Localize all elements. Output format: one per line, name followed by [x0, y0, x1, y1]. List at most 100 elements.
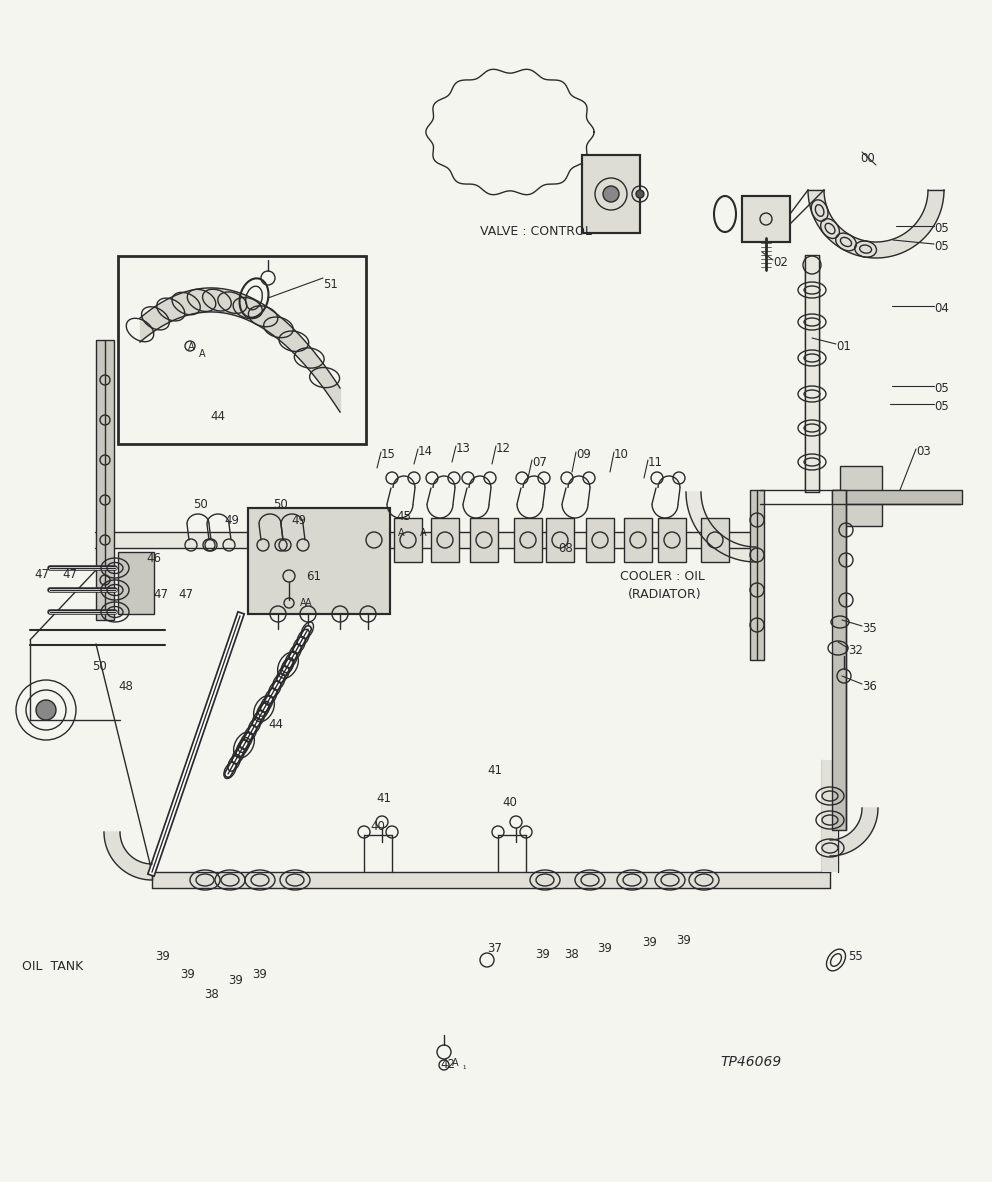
Bar: [546, 518, 574, 561]
Text: 39: 39: [535, 948, 550, 961]
Bar: [750, 491, 764, 660]
Text: 32: 32: [848, 644, 863, 657]
Polygon shape: [808, 190, 944, 258]
Text: 39: 39: [642, 936, 657, 949]
Text: 12: 12: [496, 442, 511, 455]
Bar: [431, 518, 459, 561]
Text: COOLER : OIL: COOLER : OIL: [620, 570, 705, 583]
Text: 39: 39: [597, 942, 612, 955]
Text: 39: 39: [676, 934, 690, 947]
Text: 05: 05: [934, 400, 948, 413]
Bar: [582, 155, 640, 233]
Bar: [248, 508, 390, 613]
Text: 05: 05: [934, 222, 948, 235]
Text: 00: 00: [860, 152, 875, 165]
Text: 50: 50: [193, 498, 207, 511]
Bar: [742, 196, 790, 242]
Bar: [658, 518, 686, 561]
Text: 02: 02: [773, 256, 788, 269]
Text: 14: 14: [418, 444, 433, 457]
Bar: [805, 255, 819, 492]
Text: TP46069: TP46069: [720, 1056, 782, 1069]
Text: A: A: [300, 598, 307, 608]
Text: 49: 49: [291, 514, 306, 527]
Circle shape: [603, 186, 619, 202]
Text: 04: 04: [934, 301, 949, 314]
Text: A: A: [188, 342, 194, 352]
Text: 41: 41: [376, 792, 391, 805]
Text: 38: 38: [564, 948, 578, 961]
Text: 39: 39: [155, 950, 170, 963]
Text: 40: 40: [370, 820, 385, 833]
Bar: [394, 518, 422, 561]
Bar: [118, 552, 154, 613]
Text: 50: 50: [273, 498, 288, 511]
Text: 05: 05: [934, 382, 948, 395]
Circle shape: [36, 700, 56, 720]
Text: 45: 45: [396, 509, 411, 522]
Text: 47: 47: [153, 587, 168, 600]
Text: VALVE : CONTROL: VALVE : CONTROL: [480, 225, 592, 238]
Text: 01: 01: [836, 340, 851, 353]
Text: ₁: ₁: [462, 1061, 465, 1071]
Bar: [514, 518, 542, 561]
Bar: [742, 196, 790, 242]
Bar: [832, 491, 846, 830]
Text: (RADIATOR): (RADIATOR): [628, 587, 701, 600]
Text: 39: 39: [180, 968, 194, 981]
Text: 44: 44: [210, 410, 225, 423]
Text: 40: 40: [502, 795, 517, 808]
Text: 47: 47: [62, 569, 77, 582]
Text: 37: 37: [487, 942, 502, 955]
Text: 55: 55: [848, 950, 863, 963]
Polygon shape: [152, 872, 830, 888]
Text: 10: 10: [614, 448, 629, 461]
Text: 07: 07: [532, 456, 547, 469]
Text: 39: 39: [228, 974, 243, 987]
Bar: [582, 155, 640, 233]
Text: 36: 36: [862, 680, 877, 693]
Bar: [470, 518, 498, 561]
Text: 44: 44: [268, 717, 283, 730]
Bar: [624, 518, 652, 561]
Text: 49: 49: [224, 514, 239, 527]
Text: 08: 08: [558, 543, 572, 556]
Bar: [701, 518, 729, 561]
Text: 03: 03: [916, 444, 930, 457]
Polygon shape: [95, 532, 760, 548]
Bar: [840, 466, 882, 526]
Text: 47: 47: [178, 587, 193, 600]
Text: 05: 05: [934, 240, 948, 253]
Text: 50: 50: [92, 660, 107, 673]
Polygon shape: [830, 808, 878, 856]
Text: 61: 61: [306, 570, 321, 583]
Bar: [832, 491, 962, 504]
Text: 15: 15: [381, 448, 396, 461]
Text: 41: 41: [487, 764, 502, 777]
Text: A: A: [452, 1058, 458, 1069]
Text: A: A: [199, 349, 205, 359]
Polygon shape: [686, 492, 756, 561]
Text: 48: 48: [118, 680, 133, 693]
Text: A: A: [398, 528, 405, 538]
Bar: [96, 340, 114, 621]
Text: OIL  TANK: OIL TANK: [22, 960, 83, 973]
Bar: [805, 255, 819, 492]
Text: 42: 42: [440, 1058, 455, 1071]
Text: 47: 47: [34, 569, 49, 582]
Text: 46: 46: [146, 552, 161, 565]
Text: 51: 51: [323, 278, 338, 291]
Bar: [822, 760, 838, 872]
Text: 09: 09: [576, 448, 591, 461]
Text: 39: 39: [252, 968, 267, 981]
Polygon shape: [104, 832, 152, 881]
Bar: [586, 518, 614, 561]
Bar: [360, 518, 388, 561]
Polygon shape: [426, 70, 594, 195]
Text: A: A: [305, 598, 311, 608]
Text: 38: 38: [204, 988, 219, 1001]
Text: 11: 11: [648, 456, 663, 469]
Circle shape: [636, 190, 644, 199]
Text: 13: 13: [456, 442, 471, 455]
Bar: [118, 256, 366, 444]
